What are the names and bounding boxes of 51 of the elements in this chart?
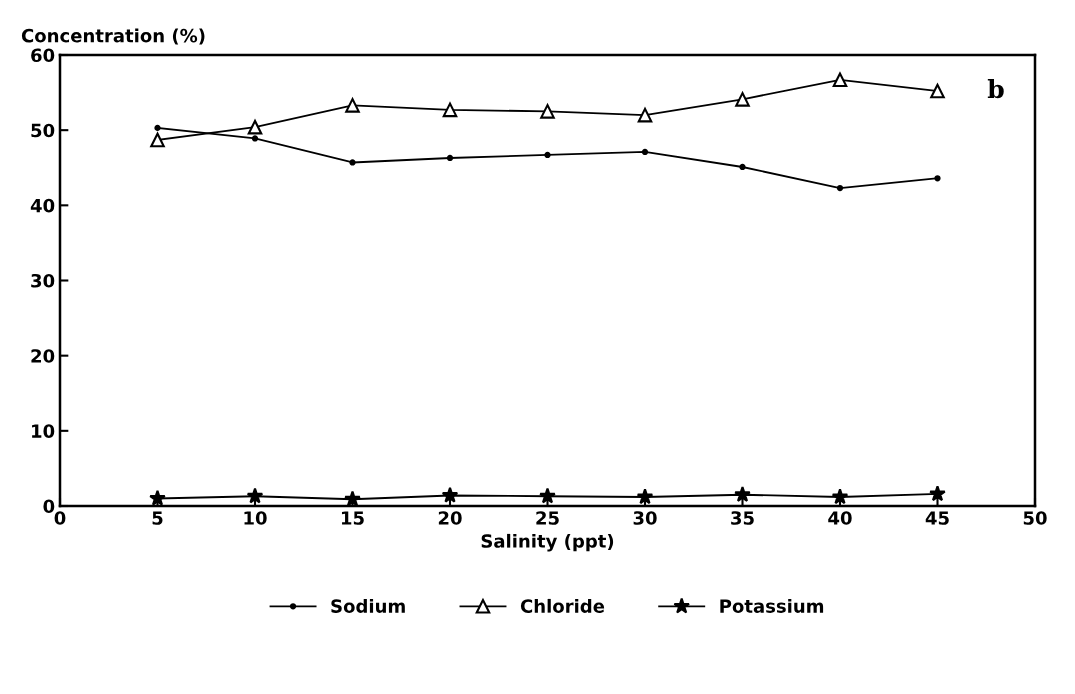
y-axis-title: Concentration (%) [21, 28, 205, 45]
y-tick-label: 30 [31, 273, 55, 288]
x-tick-label: 35 [731, 511, 754, 525]
point [836, 184, 844, 192]
point [246, 487, 264, 504]
point [544, 151, 551, 159]
x-tick-label: 0 [54, 511, 66, 525]
y-tick-label: 20 [31, 349, 55, 363]
y-tick-label: 60 [31, 48, 55, 63]
point [934, 175, 941, 182]
annotation: b [987, 78, 1004, 99]
point [344, 490, 361, 506]
point [636, 488, 654, 505]
y-tick-label: 10 [32, 424, 55, 438]
point [735, 92, 750, 107]
legend-label: Potassium [720, 598, 824, 613]
legend-label: Chloride [520, 598, 605, 613]
x-tick-label: 15 [341, 511, 364, 525]
legend-label: Sodium [331, 598, 405, 613]
x-tick-label: 50 [1023, 511, 1047, 525]
point [441, 486, 459, 503]
point [637, 107, 653, 123]
x-tick-label: 45 [925, 511, 949, 525]
point [149, 489, 166, 506]
x-tick-label: 10 [244, 511, 267, 525]
point [251, 135, 259, 142]
y-tick-label: 50 [31, 123, 55, 138]
y-tick-label: 40 [30, 198, 55, 213]
x-tick-label: 25 [536, 511, 559, 525]
point [831, 488, 849, 505]
x-tick-label: 30 [633, 511, 657, 525]
point [247, 119, 263, 135]
point [929, 485, 946, 502]
point [442, 102, 458, 118]
point [345, 98, 360, 113]
point [739, 163, 746, 171]
point [446, 154, 454, 162]
point [539, 487, 556, 504]
point [349, 159, 356, 166]
point [540, 104, 555, 119]
y-tick-label: 0 [43, 499, 55, 514]
point [641, 148, 649, 156]
point [150, 132, 165, 148]
point [734, 486, 751, 502]
x-axis-title: Salinity (ppt) [481, 533, 614, 552]
x-tick-label: 40 [828, 511, 852, 525]
point [832, 72, 848, 88]
x-tick-label: 20 [438, 511, 462, 525]
point [154, 124, 161, 132]
point [930, 83, 945, 99]
x-tick-label: 5 [152, 511, 163, 525]
